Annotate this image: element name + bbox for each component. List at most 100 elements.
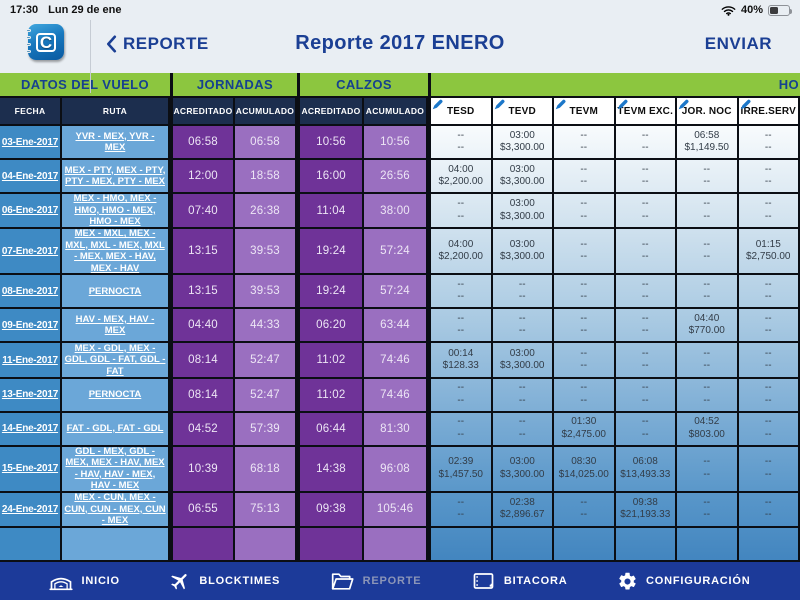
date-link[interactable]: 07-Ene-2017 (0, 229, 62, 276)
honor-cell[interactable]: -- -- (615, 229, 677, 276)
table-row: 11-Ene-2017 MEX - GDL, MEX - GDL, GDL - F… (0, 343, 800, 379)
honor-cell[interactable]: -- -- (554, 378, 616, 413)
honor-cell[interactable]: -- -- (738, 126, 800, 160)
date-link[interactable]: 14-Ene-2017 (0, 412, 62, 447)
honor-cell[interactable]: -- -- (554, 309, 616, 344)
date-link[interactable]: 08-Ene-2017 (0, 275, 62, 310)
honor-cell[interactable]: -- -- (615, 378, 677, 413)
honor-cell[interactable]: 04:52 $803.00 (677, 412, 739, 447)
route-link[interactable]: HAV - MEX, HAV - MEX (62, 309, 170, 344)
honor-cell[interactable]: -- -- (738, 446, 800, 493)
back-button[interactable]: REPORTE (106, 34, 209, 54)
honor-cell[interactable]: -- -- (738, 194, 800, 230)
enviar-button[interactable]: ENVIAR (704, 34, 772, 53)
route-link[interactable]: MEX - MXL, MEX - MXL, MXL - MEX, MXL - M… (62, 228, 170, 276)
honor-cell[interactable]: -- -- (492, 275, 554, 310)
honor-cell[interactable]: -- -- (615, 275, 677, 310)
honor-cell[interactable]: -- -- (492, 378, 554, 413)
honor-cell[interactable]: -- -- (431, 275, 493, 310)
route-link[interactable]: FAT - GDL, FAT - GDL (62, 412, 170, 447)
honor-cell[interactable]: 01:15 $2,750.00 (738, 229, 800, 276)
honor-amount: $3,300.00 (500, 360, 545, 371)
honor-cell[interactable]: 06:58 $1,149.50 (677, 126, 739, 160)
honor-cell[interactable]: -- -- (738, 378, 800, 413)
route-link[interactable]: YVR - MEX, YVR - MEX (62, 126, 170, 160)
honor-cell[interactable]: -- -- (738, 343, 800, 379)
route-link[interactable]: PERNOCTA (62, 378, 170, 413)
honor-cell[interactable]: 03:00 $3,300.00 (492, 194, 554, 230)
honor-cell[interactable]: -- -- (738, 309, 800, 344)
tab-blocktimes[interactable]: BLOCKTIMES (169, 570, 280, 592)
honor-cell[interactable]: -- -- (492, 309, 554, 344)
honor-cell[interactable]: -- -- (492, 412, 554, 447)
honor-cell[interactable]: 03:00 $3,300.00 (492, 160, 554, 194)
honor-cell[interactable]: -- -- (554, 194, 616, 230)
honor-cell[interactable]: -- -- (677, 492, 739, 528)
honor-cell[interactable]: -- -- (554, 275, 616, 310)
honor-cell[interactable]: -- -- (677, 275, 739, 310)
date-link[interactable]: 09-Ene-2017 (0, 309, 62, 344)
honor-cell[interactable]: -- -- (554, 126, 616, 160)
date-link[interactable]: 24-Ene-2017 (0, 492, 62, 528)
date-link[interactable]: 15-Ene-2017 (0, 446, 62, 493)
honor-cell[interactable]: -- -- (554, 160, 616, 194)
date-link[interactable]: 03-Ene-2017 (0, 126, 62, 160)
honor-cell[interactable]: -- -- (615, 160, 677, 194)
honor-cell[interactable]: 04:00 $2,200.00 (431, 229, 493, 276)
honor-cell[interactable]: -- -- (431, 492, 493, 528)
date-link[interactable]: 13-Ene-2017 (0, 378, 62, 413)
honor-cell[interactable]: -- -- (738, 412, 800, 447)
date-link[interactable]: 04-Ene-2017 (0, 160, 62, 194)
honor-cell[interactable]: 00:14 $128.33 (431, 343, 493, 379)
honor-cell[interactable]: -- -- (615, 412, 677, 447)
honor-cell[interactable]: -- -- (738, 492, 800, 528)
honor-cell[interactable]: 04:40 $770.00 (677, 309, 739, 344)
honor-amount: -- (641, 251, 649, 263)
honor-cell[interactable]: -- -- (554, 343, 616, 379)
honor-cell[interactable]: 03:00 $3,300.00 (492, 446, 554, 493)
honor-cell[interactable]: -- -- (431, 378, 493, 413)
honor-cell[interactable]: 03:00 $3,300.00 (492, 229, 554, 276)
honor-cell[interactable]: -- -- (554, 492, 616, 528)
honor-cell[interactable]: -- -- (677, 343, 739, 379)
honor-cell[interactable]: 08:30 $14,025.00 (554, 446, 616, 493)
honor-cell[interactable]: -- -- (615, 309, 677, 344)
route-link[interactable]: MEX - HMO, MEX - HMO, HMO - MEX, HMO - M… (62, 193, 170, 230)
honor-cell[interactable]: -- -- (554, 229, 616, 276)
route-link[interactable]: GDL - MEX, GDL - MEX, MEX - HAV, MEX - H… (62, 446, 170, 493)
honor-cell[interactable]: 09:38 $21,193.33 (615, 492, 677, 528)
honor-cell[interactable]: -- -- (431, 412, 493, 447)
date-link[interactable]: 06-Ene-2017 (0, 194, 62, 230)
honor-cell[interactable]: -- -- (615, 126, 677, 160)
honor-cell[interactable]: -- -- (615, 343, 677, 379)
jornada-acreditado-cell: 08:14 (173, 378, 235, 413)
honor-cell[interactable]: 02:38 $2,896.67 (492, 492, 554, 528)
honor-cell[interactable]: -- -- (677, 160, 739, 194)
honor-cell[interactable]: 03:00 $3,300.00 (492, 343, 554, 379)
honor-cell[interactable]: 02:39 $1,457.50 (431, 446, 493, 493)
route-link[interactable]: PERNOCTA (62, 275, 170, 310)
honor-cell[interactable]: -- -- (431, 194, 493, 230)
honor-cell[interactable]: 03:00 $3,300.00 (492, 126, 554, 160)
tab-reporte[interactable]: REPORTE (330, 571, 422, 591)
honor-cell[interactable]: 06:08 $13,493.33 (615, 446, 677, 493)
honor-cell[interactable]: -- -- (677, 446, 739, 493)
honor-cell[interactable]: -- -- (738, 160, 800, 194)
honor-cell[interactable]: -- -- (615, 194, 677, 230)
honor-cell[interactable]: -- -- (677, 229, 739, 276)
tab-inicio[interactable]: INICIO (49, 572, 119, 591)
tab-bitacora[interactable]: BITACORA (471, 571, 568, 591)
route-link[interactable]: MEX - PTY, MEX - PTY, PTY - MEX, PTY - M… (62, 160, 170, 194)
honor-amount: $1,457.50 (438, 468, 484, 480)
route-link[interactable]: MEX - CUN, MEX - CUN, CUN - MEX, CUN - M… (62, 492, 170, 528)
honor-cell[interactable]: -- -- (431, 309, 493, 344)
route-link[interactable]: MEX - GDL, MEX - GDL, GDL - FAT, GDL - F… (62, 343, 170, 379)
honor-cell[interactable]: 04:00 $2,200.00 (431, 160, 493, 194)
honor-cell[interactable]: -- -- (738, 275, 800, 310)
honor-cell[interactable]: -- -- (677, 378, 739, 413)
honor-cell[interactable]: -- -- (677, 194, 739, 230)
honor-cell[interactable]: 01:30 $2,475.00 (554, 412, 616, 447)
tab-configuracion[interactable]: CONFIGURACIÓN (617, 571, 751, 592)
honor-cell[interactable]: -- -- (431, 126, 493, 160)
date-link[interactable]: 11-Ene-2017 (0, 343, 62, 379)
